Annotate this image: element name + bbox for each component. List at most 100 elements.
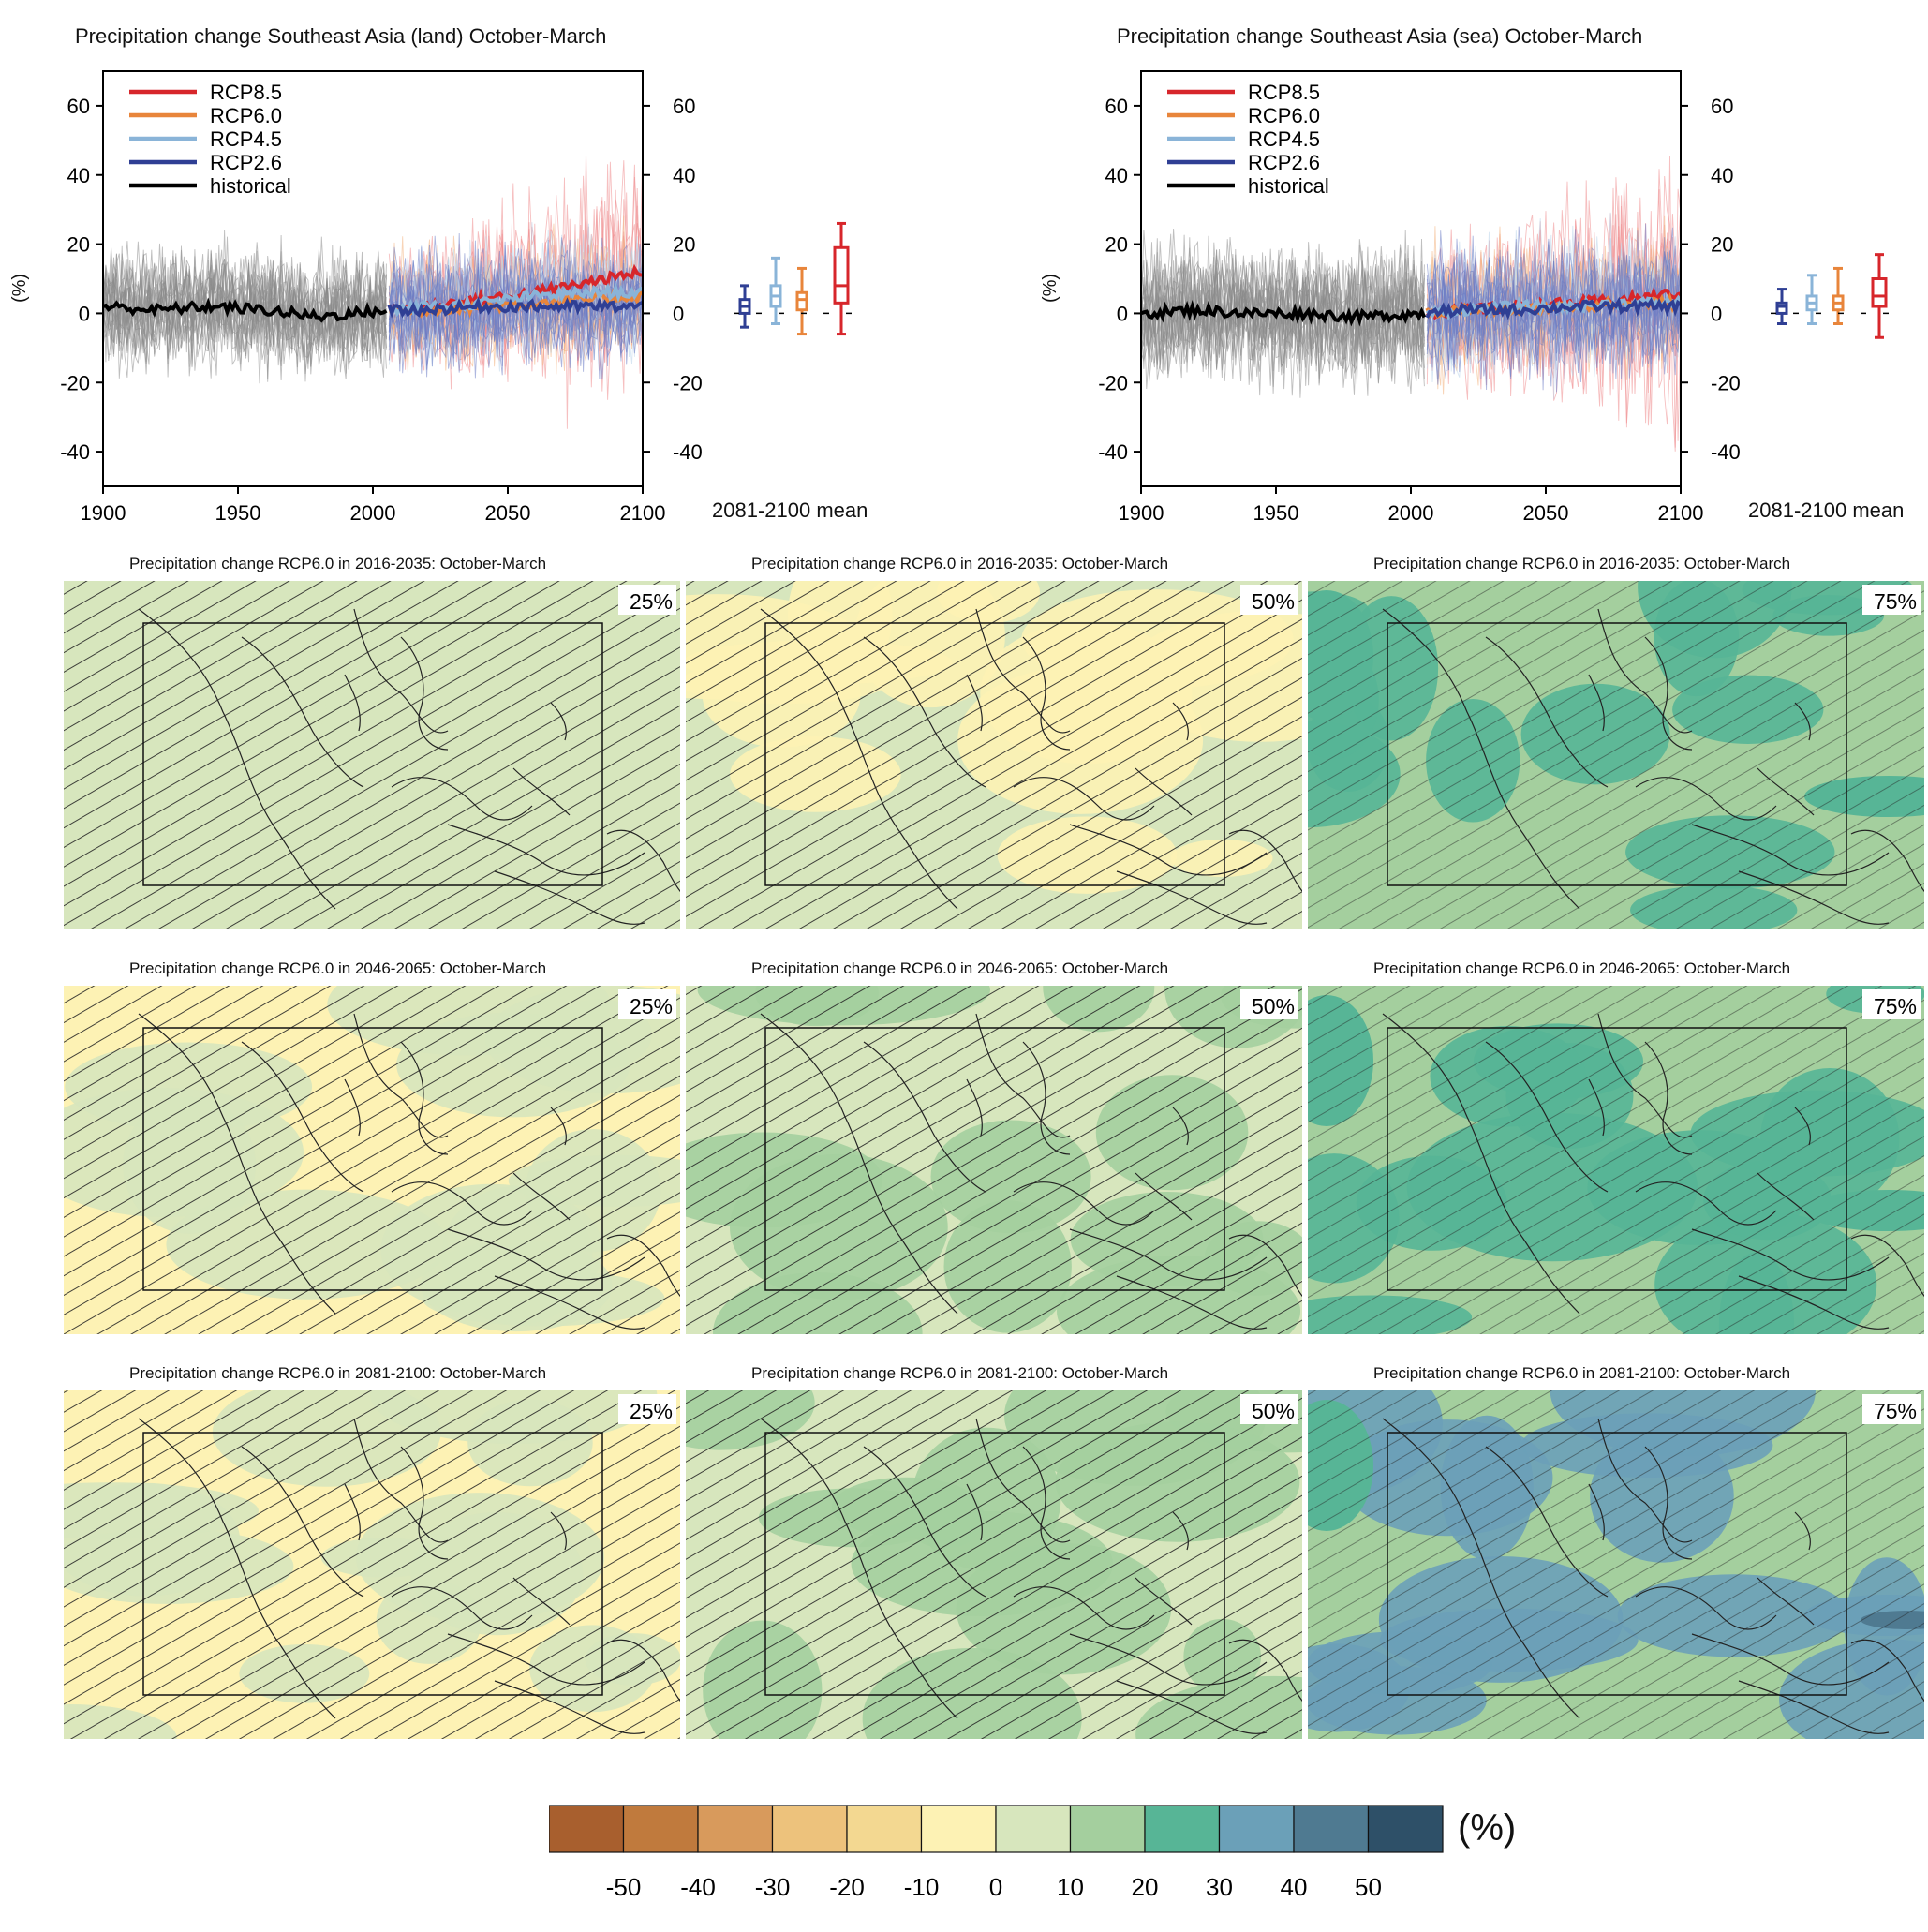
coastline [1116,1680,1268,1734]
region-box [764,1432,1225,1696]
map-panel: 25% [64,1390,680,1739]
colorbar-swatch [771,1805,848,1853]
x-tick-label: 2000 [1388,501,1434,525]
coastline [241,1446,364,1598]
colorbar-tick-label: 50 [1355,1873,1382,1901]
y-tick-label: 20 [67,233,90,257]
map-body [1308,1390,1924,1739]
y-tick-label: 20 [673,233,695,257]
coastline [1069,824,1268,876]
coastline [975,1013,1071,1138]
coastline [512,767,571,816]
map-row-title: Precipitation change RCP6.0 in 2046-2065… [129,959,547,977]
coastline [1757,1172,1815,1221]
coastline [344,1078,361,1137]
colorbar-tick-label: 40 [1281,1873,1308,1901]
y-tick-label: -20 [60,371,90,394]
colorbar-tick-label: -30 [755,1873,791,1901]
coastline [550,702,567,741]
boxplot-box [1871,277,1888,308]
coastline [1382,608,1580,910]
y-tick-label: 60 [673,95,695,118]
coastline [1757,1577,1815,1626]
significance-hatching [686,581,1302,929]
percentile-label: 50% [1252,1399,1295,1423]
y-tick-label: 40 [673,164,695,187]
coastline [1013,777,1155,821]
colorbar-tick-label: 20 [1132,1873,1159,1901]
map-row-title: Precipitation change RCP6.0 in 2081-2100… [751,1364,1169,1382]
coastline [1172,1511,1189,1551]
legend-label: historical [210,174,291,198]
legend-label: RCP8.5 [210,81,282,104]
percentile-label: 75% [1874,994,1917,1018]
region-box [142,1432,603,1696]
coastline [1850,829,1924,893]
coastline [353,1013,449,1138]
coastline [550,1511,567,1551]
coastline [1644,1041,1693,1155]
map-row-title: Precipitation change RCP6.0 in 2081-2100… [1373,1364,1791,1382]
colorbar-tick-label: 30 [1206,1873,1233,1901]
y-tick-label: 0 [673,302,684,325]
coastline [138,1418,336,1719]
region-box [1387,622,1847,886]
coastline [1644,636,1693,751]
y-tick-label: 60 [1105,95,1128,118]
RCP2.6-member [388,245,643,378]
coastline [353,608,449,734]
legend-label: RCP2.6 [1248,151,1320,174]
significance-hatching [686,986,1302,1334]
coastline [760,608,958,910]
colorbar-tick-label: -10 [904,1873,940,1901]
y-tick-label: 0 [79,302,90,325]
coastline [400,1446,449,1560]
percentile-label: 50% [1252,589,1295,614]
colorbar-swatch [995,1805,1072,1853]
coastline [863,1041,986,1193]
percentile-badge [1862,1394,1921,1424]
coastline [494,1680,645,1734]
timeseries-right: Precipitation change Southeast Asia (sea… [1040,0,1928,534]
coastline [1069,1228,1268,1281]
coastline [1013,1181,1155,1226]
y-tick-label: -40 [60,440,90,464]
coastline [550,1107,567,1146]
percentile-label: 75% [1874,589,1917,614]
coastline [344,1483,361,1541]
coastline [1691,1633,1890,1686]
coastline [344,674,361,732]
x-tick-label: 1950 [215,501,261,525]
plot-area [1141,156,1681,452]
region-box [764,1027,1225,1291]
colorbar-swatch [697,1805,774,1853]
coastline [1597,1418,1693,1543]
y-tick-label: -20 [1711,371,1741,394]
map-panel: 75% [1308,986,1924,1334]
coastline [138,1013,336,1315]
historical-mean-line [1141,300,1427,327]
RCP2.6-member [388,245,643,372]
coastline [1588,1483,1605,1541]
significance-hatching [64,1390,680,1739]
map-row-title: Precipitation change RCP6.0 in 2016-2035… [1373,555,1791,572]
coastline [391,1586,533,1630]
coastline [1172,1107,1189,1146]
colorbar-swatch [920,1805,997,1853]
y-tick-label: -20 [1098,371,1128,394]
x-tick-label: 2100 [1658,501,1704,525]
colorbar-swatch [846,1805,923,1853]
y-tick-label: -40 [673,440,703,464]
coastline [1850,1639,1924,1702]
coastline [353,1418,449,1543]
coastline [1738,1680,1890,1734]
percentile-badge [1240,989,1298,1019]
x-tick-label: 1900 [81,501,126,525]
boxplot-box [795,290,808,312]
coastline [760,1418,958,1719]
map-row-title: Precipitation change RCP6.0 in 2081-2100… [129,1364,547,1382]
map-panel: 25% [64,581,680,929]
map-row-title: Precipitation change RCP6.0 in 2016-2035… [751,555,1169,572]
percentile-label: 50% [1252,994,1295,1018]
region-box [1387,1027,1847,1291]
